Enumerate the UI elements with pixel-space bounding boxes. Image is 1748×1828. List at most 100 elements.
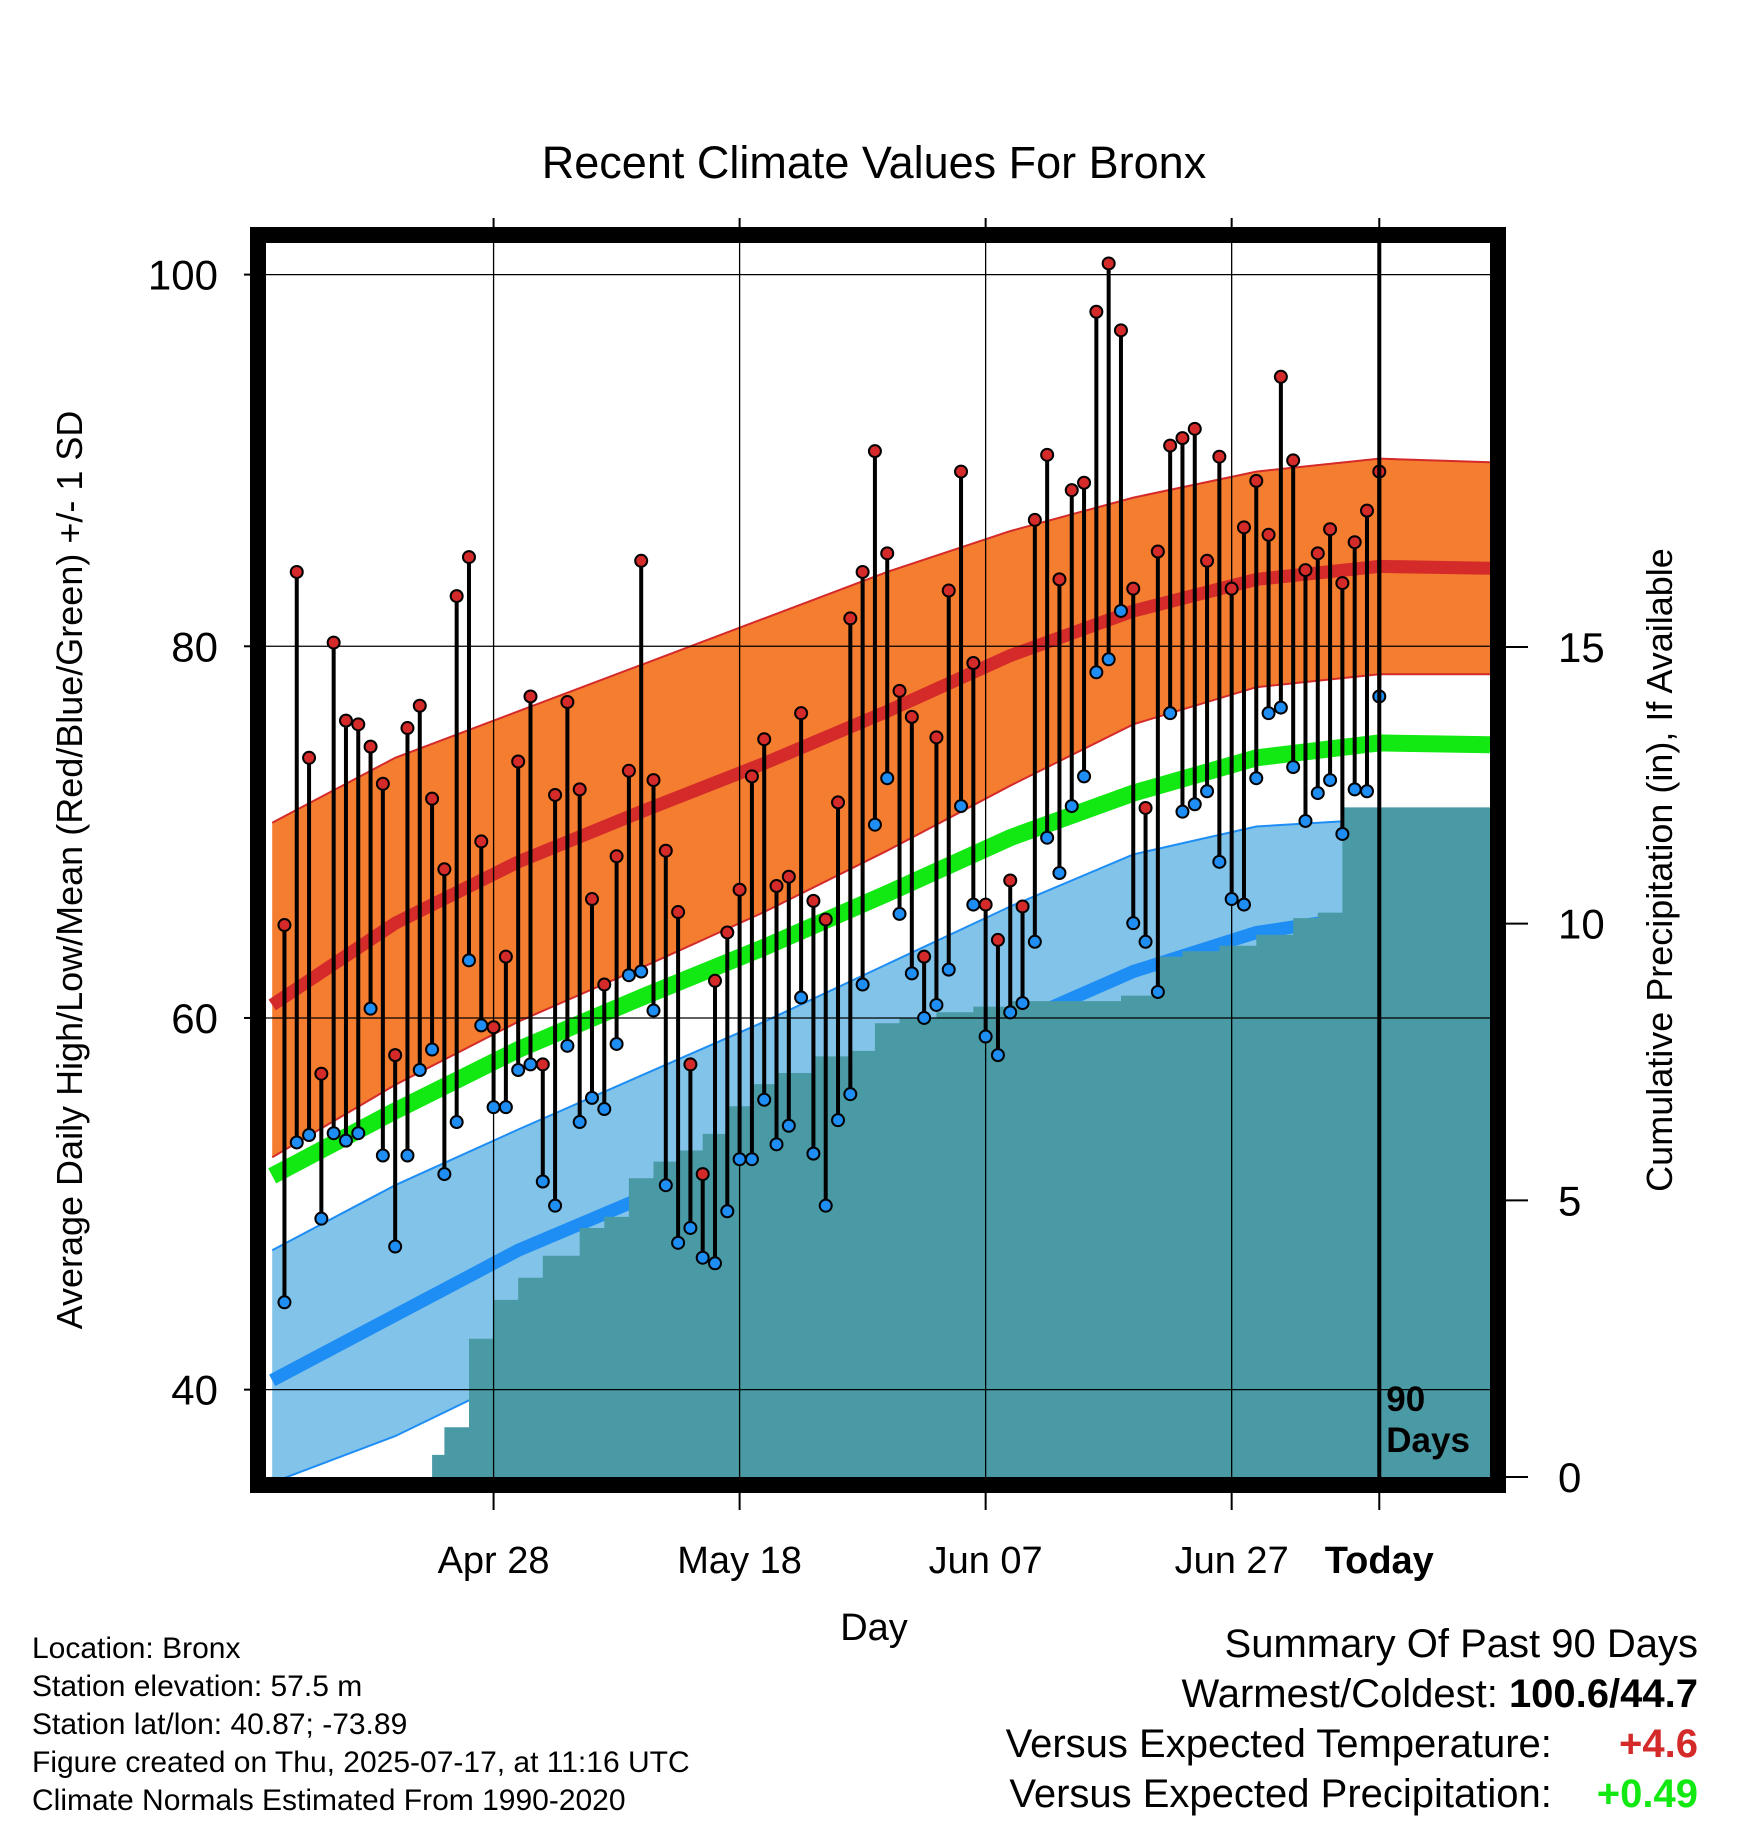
daily-high-point — [867, 444, 882, 459]
daily-low-point — [523, 1057, 538, 1072]
daily-low-point — [400, 1148, 415, 1163]
daily-high-point — [892, 683, 907, 698]
daily-low-point — [461, 953, 476, 968]
daily-low-point — [954, 799, 969, 814]
daily-low-point — [843, 1087, 858, 1102]
summary-title: Summary Of Past 90 Days — [1224, 1622, 1698, 1666]
daily-high-point — [794, 706, 809, 721]
daily-low-point — [1359, 784, 1374, 799]
daily-high-point — [609, 849, 624, 864]
daily-high-point — [1126, 581, 1141, 596]
daily-high-point — [843, 611, 858, 626]
daily-low-point — [658, 1178, 673, 1193]
daily-high-point — [732, 882, 747, 897]
y-tick-label: 100 — [148, 252, 218, 299]
x-tick-label: Jun 07 — [929, 1540, 1043, 1582]
daily-high-point — [1077, 475, 1092, 490]
daily-low-point — [1077, 769, 1092, 784]
warm-cold-label: Warmest/Coldest: — [1181, 1672, 1498, 1716]
y-tick-label: 80 — [171, 623, 218, 670]
daily-high-point — [1150, 544, 1165, 559]
daily-low-point — [388, 1239, 403, 1254]
daily-high-point — [388, 1048, 403, 1063]
daily-low-point — [929, 997, 944, 1012]
daily-low-point — [941, 962, 956, 977]
daily-high-point — [720, 925, 735, 940]
daily-high-point — [597, 977, 612, 992]
daily-high-point — [941, 583, 956, 598]
daily-low-point — [1212, 854, 1227, 869]
daily-low-point — [904, 966, 919, 981]
daily-high-point — [437, 862, 452, 877]
daily-high-point — [781, 869, 796, 884]
daily-high-point — [351, 717, 366, 732]
daily-low-point — [289, 1135, 304, 1150]
precip-area — [432, 807, 1490, 1477]
daily-high-point — [1089, 304, 1104, 319]
daily-low-point — [634, 964, 649, 979]
today-marker-line: 90 — [1386, 1380, 1425, 1419]
y-axis-label: Average Daily High/Low/Mean (Red/Blue/Gr… — [49, 411, 90, 1330]
daily-high-point — [978, 897, 993, 912]
daily-low-point — [572, 1115, 587, 1130]
x-axis-label: Day — [840, 1607, 908, 1649]
daily-low-point — [1273, 700, 1288, 715]
temp-anomaly-label: Versus Expected Temperature: — [1005, 1722, 1552, 1766]
daily-high-point — [904, 709, 919, 724]
daily-high-point — [1310, 546, 1325, 561]
daily-high-point — [1101, 256, 1116, 271]
warm-cold-value: 100.6/44.7 — [1508, 1672, 1698, 1716]
daily-low-point — [1286, 760, 1301, 775]
normal-high-band — [272, 458, 1490, 1158]
daily-low-point — [511, 1063, 526, 1078]
daily-low-point — [302, 1128, 317, 1143]
daily-low-point — [917, 1010, 932, 1025]
daily-high-point — [572, 782, 587, 797]
daily-low-point — [744, 1152, 759, 1167]
plot-content: 90 Days — [266, 243, 1490, 1477]
daily-low-point — [757, 1092, 772, 1107]
daily-low-point — [818, 1198, 833, 1213]
daily-high-point — [375, 776, 390, 791]
daily-low-point — [1003, 1005, 1018, 1020]
daily-high-point — [302, 750, 317, 765]
daily-low-point — [1310, 786, 1325, 801]
daily-low-point — [363, 1001, 378, 1016]
daily-low-point — [498, 1100, 513, 1115]
daily-high-point — [511, 754, 526, 769]
chart-title: Recent Climate Values For Bronx — [542, 137, 1207, 188]
daily-low-point — [1224, 892, 1239, 907]
y-tick-label: 40 — [171, 1367, 218, 1414]
daily-high-point — [769, 879, 784, 894]
daily-high-point — [314, 1066, 329, 1081]
daily-high-point — [683, 1057, 698, 1072]
daily-low-point — [966, 897, 981, 912]
daily-high-point — [744, 769, 759, 784]
normal-high-lower-edge — [271, 673, 1490, 1159]
daily-low-point — [855, 977, 870, 992]
daily-high-point — [584, 892, 599, 907]
daily-low-point — [720, 1204, 735, 1219]
daily-low-point — [609, 1036, 624, 1051]
daily-low-point — [1138, 934, 1153, 949]
daily-low-point — [375, 1148, 390, 1163]
plot-area: 90 Days 40 60 80 100 0 5 10 15 Apr 28 May 18 Jun 07 J… — [148, 218, 1605, 1582]
y-tick-label: 60 — [171, 995, 218, 1042]
daily-low-point — [1261, 706, 1276, 721]
location-text: Location: Bronx — [32, 1632, 241, 1665]
daily-high-point — [560, 695, 575, 710]
precip-anomaly-value: +0.49 — [1596, 1772, 1698, 1816]
daily-low-point — [560, 1038, 575, 1053]
daily-low-point — [437, 1167, 452, 1182]
daily-high-point — [917, 949, 932, 964]
daily-high-point — [1359, 503, 1374, 518]
daily-low-point — [1236, 897, 1251, 912]
daily-low-point — [794, 990, 809, 1005]
x-tick-label: Jun 27 — [1175, 1540, 1289, 1582]
daily-low-point — [880, 771, 895, 786]
daily-low-point — [1347, 782, 1362, 797]
daily-low-point — [351, 1126, 366, 1141]
daily-high-point — [954, 464, 969, 479]
daily-low-point — [695, 1250, 710, 1265]
